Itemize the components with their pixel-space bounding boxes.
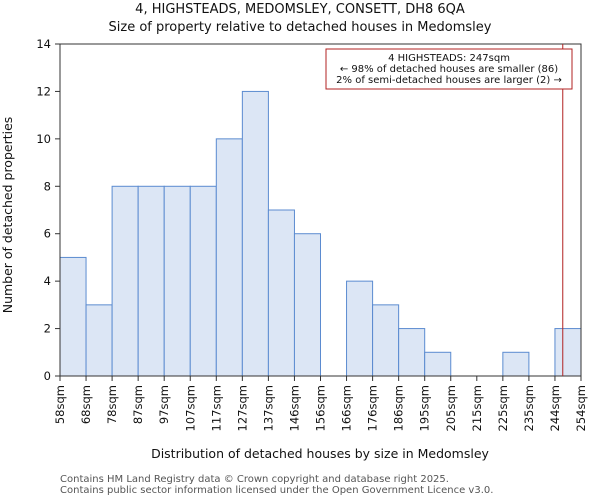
x-tick-label: 58sqm bbox=[53, 385, 67, 424]
chart-title-line2: Size of property relative to detached ho… bbox=[109, 20, 492, 35]
y-tick-label: 2 bbox=[44, 322, 51, 336]
bar-97sqm bbox=[163, 185, 191, 377]
footer-line2: Contains public sector information licen… bbox=[60, 485, 494, 496]
bars-group bbox=[59, 90, 582, 377]
x-tick-label: 235sqm bbox=[522, 385, 536, 431]
annotation-line3: 2% of semi-detached houses are larger (2… bbox=[336, 75, 562, 86]
x-tick-label: 87sqm bbox=[131, 385, 145, 424]
x-tick-label: 254sqm bbox=[574, 385, 588, 431]
bar-58sqm bbox=[59, 256, 87, 377]
x-tick-label: 225sqm bbox=[496, 385, 510, 431]
x-tick-label: 156sqm bbox=[314, 385, 328, 431]
y-tick-label: 10 bbox=[36, 132, 51, 146]
bar-146sqm bbox=[293, 233, 322, 377]
bar-137sqm bbox=[267, 209, 295, 377]
x-axis: 58sqm 68sqm 78sqm 87sqm 97sqm 107sqm 117sqm 127… bbox=[53, 376, 588, 431]
x-tick-label: 176sqm bbox=[366, 385, 380, 431]
x-tick-label: 166sqm bbox=[340, 385, 354, 431]
x-tick-label: 117sqm bbox=[209, 385, 223, 431]
y-tick-label: 0 bbox=[44, 369, 51, 383]
bar-127sqm bbox=[241, 90, 269, 377]
bar-176sqm bbox=[372, 304, 400, 377]
bar-186sqm bbox=[398, 328, 426, 377]
y-tick-label: 14 bbox=[36, 37, 51, 51]
y-tick-label: 12 bbox=[36, 84, 51, 98]
bar-166sqm bbox=[346, 280, 374, 377]
bar-78sqm bbox=[111, 185, 139, 377]
y-tick-label: 6 bbox=[44, 227, 51, 241]
bar-87sqm bbox=[137, 185, 165, 377]
x-tick-label: 97sqm bbox=[157, 385, 171, 424]
annotation-line2: ← 98% of detached houses are smaller (86… bbox=[340, 64, 558, 75]
x-tick-label: 78sqm bbox=[105, 385, 119, 424]
annotation-box: 4 HIGHSTEADS: 247sqm ← 98% of detached h… bbox=[325, 48, 573, 90]
x-tick-label: 107sqm bbox=[183, 385, 197, 431]
x-tick-label: 244sqm bbox=[548, 385, 562, 431]
bar-117sqm bbox=[215, 138, 243, 377]
x-tick-label: 146sqm bbox=[287, 385, 301, 431]
footer-line1: Contains HM Land Registry data © Crown c… bbox=[60, 474, 449, 485]
bar-107sqm bbox=[189, 185, 217, 377]
x-tick-label: 195sqm bbox=[418, 385, 432, 431]
x-tick-label: 68sqm bbox=[79, 385, 93, 424]
y-tick-label: 8 bbox=[44, 179, 51, 193]
annotation-frame bbox=[325, 48, 573, 90]
annotation-line1: 4 HIGHSTEADS: 247sqm bbox=[388, 53, 510, 64]
bar-244sqm bbox=[554, 328, 582, 377]
x-tick-label: 127sqm bbox=[235, 385, 249, 431]
x-tick-label: 215sqm bbox=[470, 385, 484, 431]
y-axis-title: Number of detached properties bbox=[0, 117, 15, 314]
x-tick-label: 186sqm bbox=[392, 385, 406, 431]
bar-195sqm bbox=[424, 351, 452, 377]
x-tick-label: 137sqm bbox=[261, 385, 275, 431]
bar-225sqm bbox=[502, 351, 530, 377]
y-axis: 0 2 4 6 8 10 12 14 bbox=[36, 37, 60, 383]
y-tick-label: 4 bbox=[44, 274, 51, 288]
chart-title-line1: 4, HIGHSTEADS, MEDOMSLEY, CONSETT, DH8 6… bbox=[135, 2, 465, 17]
bar-68sqm bbox=[85, 304, 113, 377]
x-axis-title: Distribution of detached houses by size … bbox=[151, 446, 489, 461]
x-tick-label: 205sqm bbox=[444, 385, 458, 431]
